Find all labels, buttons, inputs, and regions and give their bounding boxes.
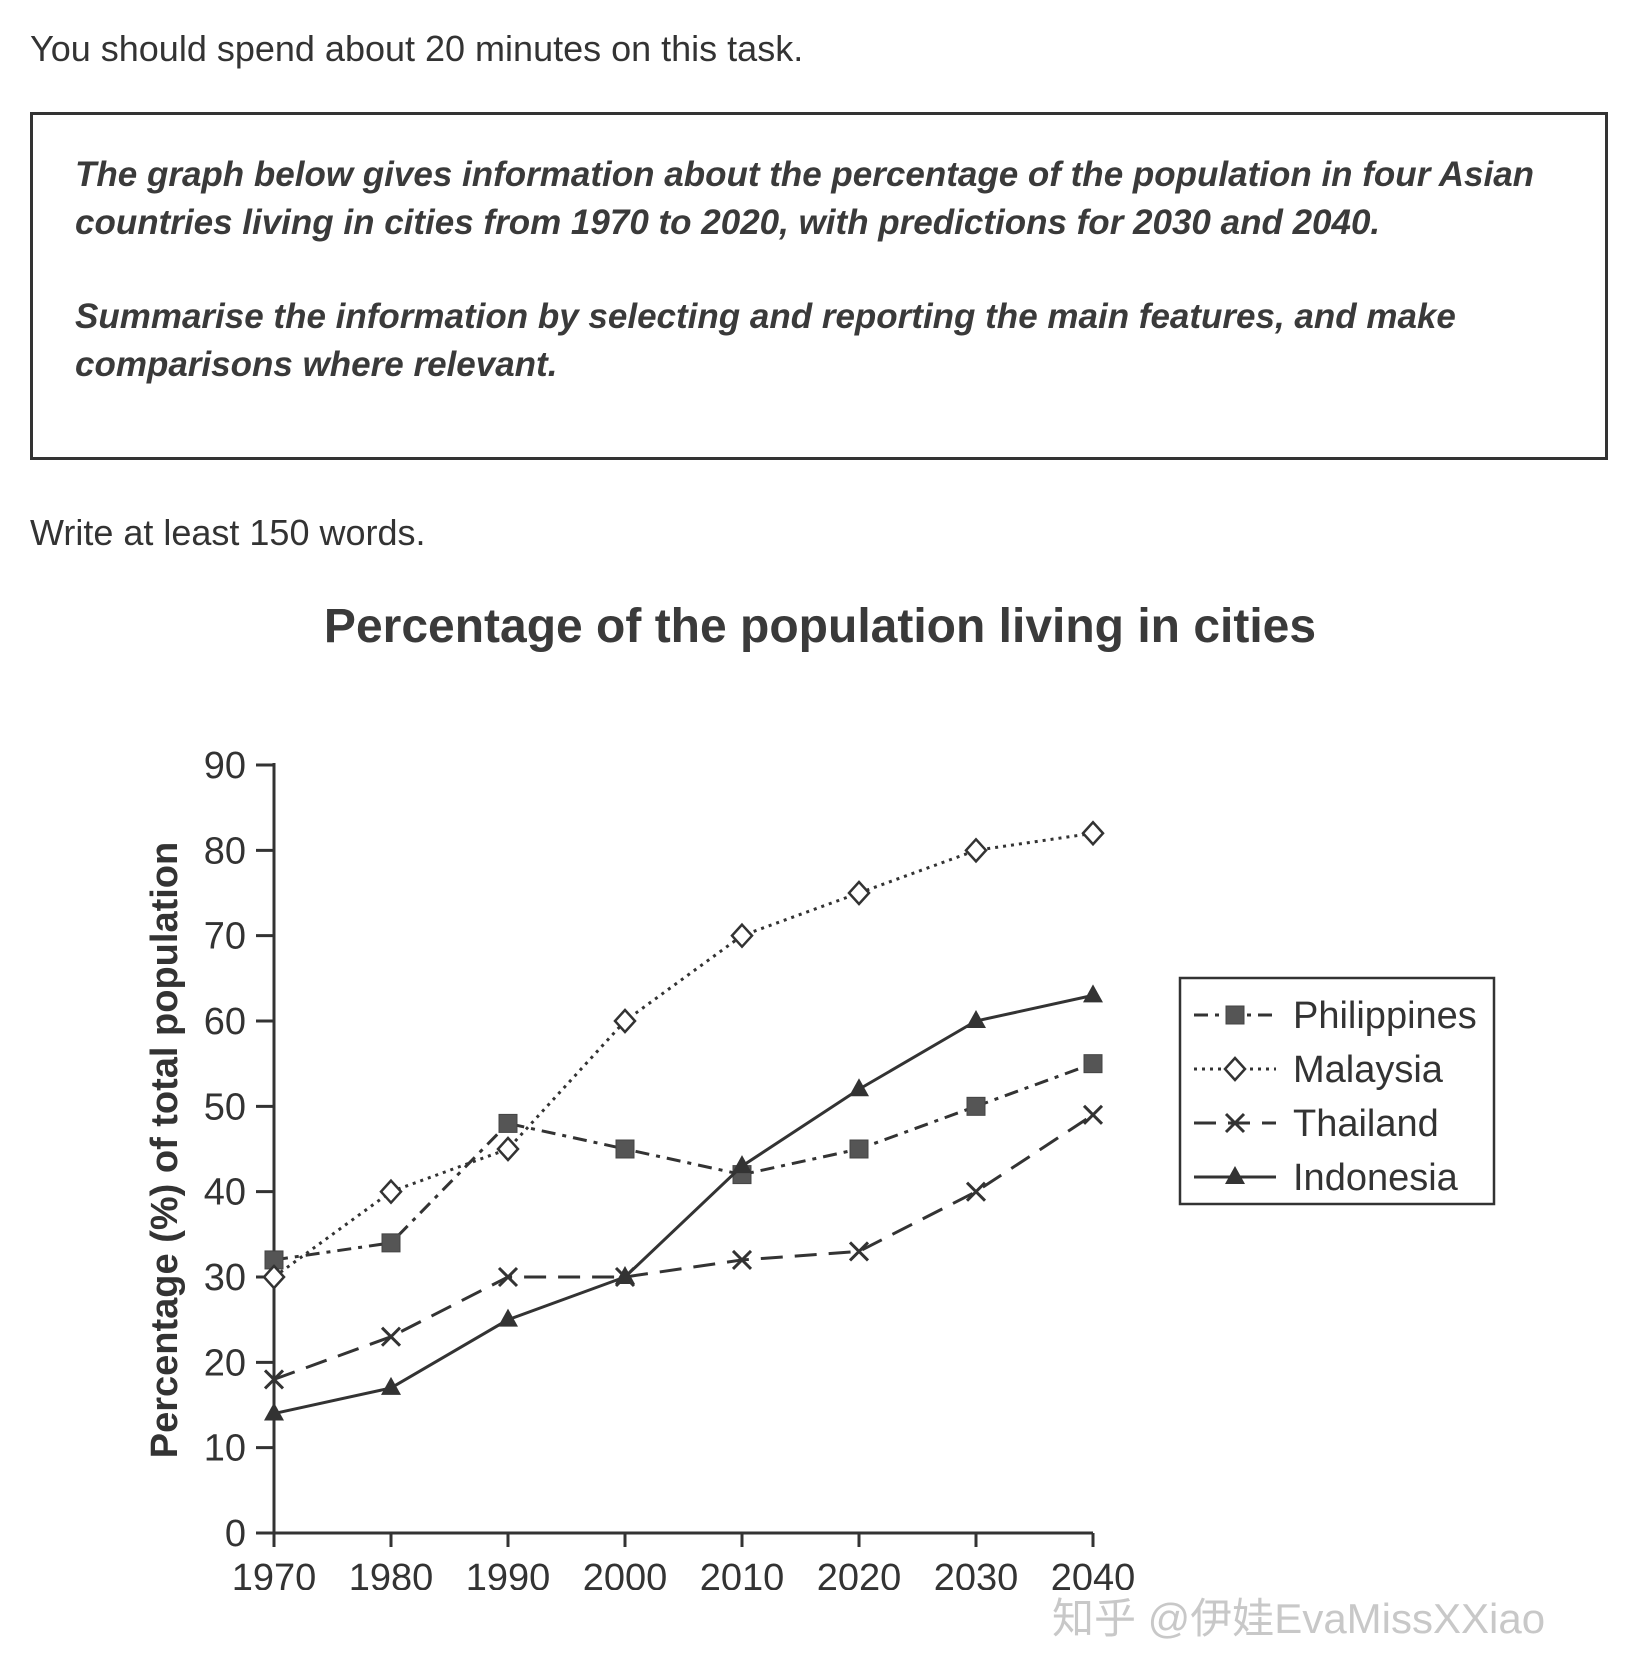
x-tick-label-2000: 2000 <box>583 1557 668 1590</box>
point-thailand-2030 <box>965 1181 987 1202</box>
word-count-instruction: Write at least 150 words. <box>30 512 426 553</box>
point-indonesia-2000 <box>615 1266 635 1284</box>
chart-title: Percentage of the population living in c… <box>324 600 1316 653</box>
point-philippines-2030 <box>966 1096 986 1116</box>
point-indonesia-2020 <box>849 1078 869 1097</box>
series-line-thailand <box>273 1113 1094 1381</box>
task-instruction: Summarise the information by selecting a… <box>75 297 1456 384</box>
y-tick-label-70: 70 <box>204 916 246 958</box>
x-tick-label-1970: 1970 <box>232 1557 317 1590</box>
point-philippines-2020 <box>849 1139 869 1159</box>
point-indonesia-2010 <box>732 1155 752 1174</box>
y-tick-label-30: 30 <box>204 1257 246 1299</box>
series-line-philippines <box>273 1062 1094 1262</box>
y-tick-label-0: 0 <box>225 1513 246 1555</box>
x-tick-label-1980: 1980 <box>349 1557 434 1590</box>
point-thailand-2010 <box>731 1249 753 1270</box>
y-tick-label-90: 90 <box>204 745 246 787</box>
y-tick-label-40: 40 <box>204 1172 246 1214</box>
point-philippines-2000 <box>615 1139 635 1159</box>
line-chart: Percentage of the population living in c… <box>144 600 1496 1590</box>
point-indonesia-2040 <box>1083 984 1103 1003</box>
y-tick-label-50: 50 <box>204 1086 246 1128</box>
x-tick-label-2040: 2040 <box>1051 1557 1136 1590</box>
point-indonesia-2030 <box>966 1010 986 1028</box>
legend-label-malaysia: Malaysia <box>1293 1049 1444 1091</box>
point-philippines-1980 <box>381 1233 401 1253</box>
point-malaysia-2020 <box>847 880 871 906</box>
point-malaysia-2040 <box>1081 820 1105 847</box>
legend-marker-malaysia <box>1223 1056 1247 1082</box>
point-thailand-1970 <box>263 1369 285 1390</box>
x-tick-label-2030: 2030 <box>934 1557 1019 1590</box>
y-axis-label: Percentage (%) of total population <box>144 842 186 1458</box>
point-indonesia-1980 <box>381 1376 401 1395</box>
point-philippines-1990 <box>498 1113 518 1133</box>
point-indonesia-1990 <box>498 1308 518 1327</box>
point-malaysia-1970 <box>262 1264 286 1290</box>
point-malaysia-1990 <box>496 1136 520 1162</box>
point-malaysia-2000 <box>613 1008 637 1034</box>
point-malaysia-2010 <box>730 922 754 949</box>
point-philippines-2040 <box>1083 1054 1103 1074</box>
point-thailand-1990 <box>497 1266 519 1288</box>
y-tick-label-60: 60 <box>204 1001 246 1043</box>
y-tick-label-10: 10 <box>204 1428 246 1470</box>
y-tick-label-80: 80 <box>204 830 246 872</box>
point-thailand-1980 <box>380 1326 402 1347</box>
y-tick-label-20: 20 <box>204 1342 246 1384</box>
legend-marker-philippines <box>1225 1005 1245 1025</box>
series-line-indonesia <box>273 993 1094 1415</box>
x-tick-label-1990: 1990 <box>466 1557 551 1590</box>
x-tick-label-2020: 2020 <box>817 1557 902 1590</box>
legend-label-thailand: Thailand <box>1293 1103 1439 1145</box>
point-indonesia-1970 <box>264 1402 284 1421</box>
point-malaysia-2030 <box>964 837 988 864</box>
point-thailand-2020 <box>848 1241 870 1262</box>
legend-marker-thailand <box>1224 1112 1246 1134</box>
series-line-malaysia <box>273 831 1094 1279</box>
watermark: 知乎 @伊娃EvaMissXXiao <box>1052 1595 1546 1642</box>
legend-label-philippines: Philippines <box>1293 995 1477 1037</box>
task-description: The graph below gives information about … <box>75 155 1535 242</box>
legend-marker-indonesia <box>1225 1166 1245 1184</box>
legend-label-indonesia: Indonesia <box>1293 1157 1459 1199</box>
point-malaysia-1980 <box>379 1178 403 1205</box>
time-instruction: You should spend about 20 minutes on thi… <box>30 28 804 69</box>
point-thailand-2040 <box>1082 1104 1104 1125</box>
task-prompt-box: The graph below gives information about … <box>30 112 1608 460</box>
x-tick-label-2010: 2010 <box>700 1557 785 1590</box>
